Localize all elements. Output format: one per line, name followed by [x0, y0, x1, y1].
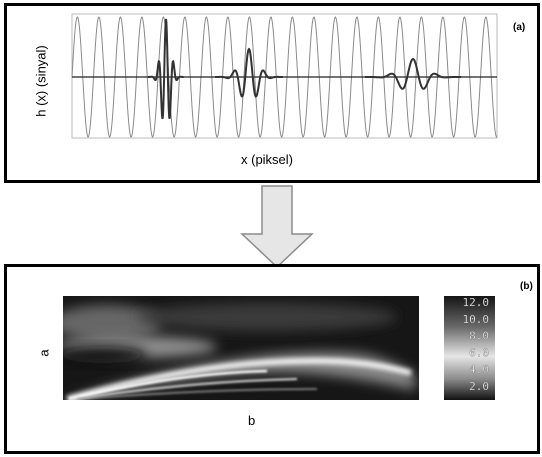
sine-signal-curve: [71, 16, 498, 138]
colorbar: 12.0 10.0 8.0 6.0 4.0 2.0: [444, 296, 495, 400]
wavelet-narrow: [148, 18, 184, 120]
colorbar-tick-label: 8.0: [469, 330, 489, 343]
panel-a-x-axis-label: x (piksel): [241, 152, 294, 167]
panel-a-frame: (a) h (x) (sinyal) x (piksel): [4, 3, 540, 183]
signal-plot: [71, 13, 498, 139]
colorbar-tick-label: 12.0: [463, 296, 490, 309]
colorbar-gradient: [444, 296, 495, 400]
panel-b-frame: (b) a b: [4, 264, 540, 454]
colorbar-tick-label: 6.0: [469, 346, 489, 359]
colorbar-tick-label: 10.0: [463, 313, 490, 326]
wavelet-wide: [365, 57, 461, 90]
panel-b-tag: (b): [520, 281, 533, 292]
scalogram-heatmap: [63, 296, 419, 400]
colorbar-tick-label: 4.0: [469, 363, 489, 376]
scalogram-plot: 12.0 10.0 8.0 6.0 4.0 2.0: [63, 296, 495, 400]
panel-a-tag: (a): [513, 22, 526, 33]
colorbar-tick-label: 2.0: [469, 380, 489, 393]
wavelet-medium: [215, 47, 283, 98]
panel-b-x-axis-label: b: [248, 413, 256, 428]
